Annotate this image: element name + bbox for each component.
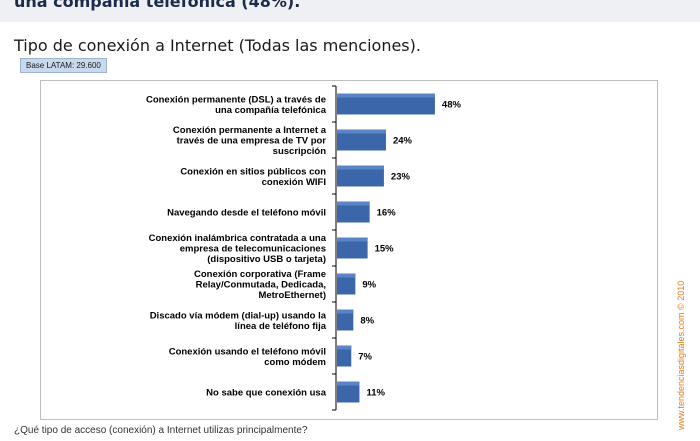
base-badge: Base LATAM: 29.600 (20, 58, 107, 73)
category-label: Discado vía módem (dial-up) usando la lín… (150, 310, 327, 332)
bar (337, 273, 356, 295)
data-label: 11% (366, 388, 385, 399)
bar (337, 237, 368, 259)
bar-highlight (337, 237, 368, 242)
bar-highlight (337, 345, 352, 350)
watermark: www.tendenciasdigitales.com © 2010 (676, 280, 686, 430)
banner-text: una compañía telefónica (48%). (14, 0, 301, 11)
bar-highlight (337, 93, 435, 98)
data-label: 24% (393, 136, 413, 147)
category-label: No sabe que conexión usa (206, 388, 327, 399)
bar (337, 381, 360, 403)
data-label: 7% (358, 352, 372, 363)
bar (337, 345, 352, 367)
data-label: 23% (391, 172, 411, 183)
bar-highlight (337, 165, 384, 170)
category-label: Conexión permanente a Internet a través d… (173, 125, 327, 157)
bar-highlight (337, 273, 356, 278)
bar (337, 165, 384, 187)
bar-highlight (337, 381, 360, 386)
category-label: Conexión en sitios públicos con conexión … (180, 166, 326, 188)
bar (337, 309, 354, 331)
bar (337, 201, 370, 223)
category-label: Navegando desde el teléfono móvil (167, 208, 326, 219)
bar (337, 129, 386, 151)
category-label: Conexión inalámbrica contratada a una emp… (149, 233, 327, 265)
bar-highlight (337, 309, 354, 314)
data-label: 8% (360, 316, 374, 327)
bar-highlight (337, 201, 370, 206)
category-label: Conexión usando el teléfono móvil como mó… (169, 346, 326, 368)
data-label: 15% (375, 244, 395, 255)
category-label: Conexión permanente (DSL) a través de una… (146, 94, 327, 116)
category-label: Conexión corporativa (Frame Relay/Conmuta… (194, 269, 326, 301)
top-banner: una compañía telefónica (48%). (0, 0, 700, 22)
survey-question: ¿Qué tipo de acceso (conexión) a Interne… (14, 425, 308, 436)
data-label: 48% (442, 100, 462, 111)
page-title: Tipo de conexión a Internet (Todas las m… (14, 36, 421, 55)
bar-highlight (337, 129, 386, 134)
bar (337, 93, 435, 115)
data-label: 9% (362, 280, 376, 291)
data-label: 16% (377, 208, 397, 219)
